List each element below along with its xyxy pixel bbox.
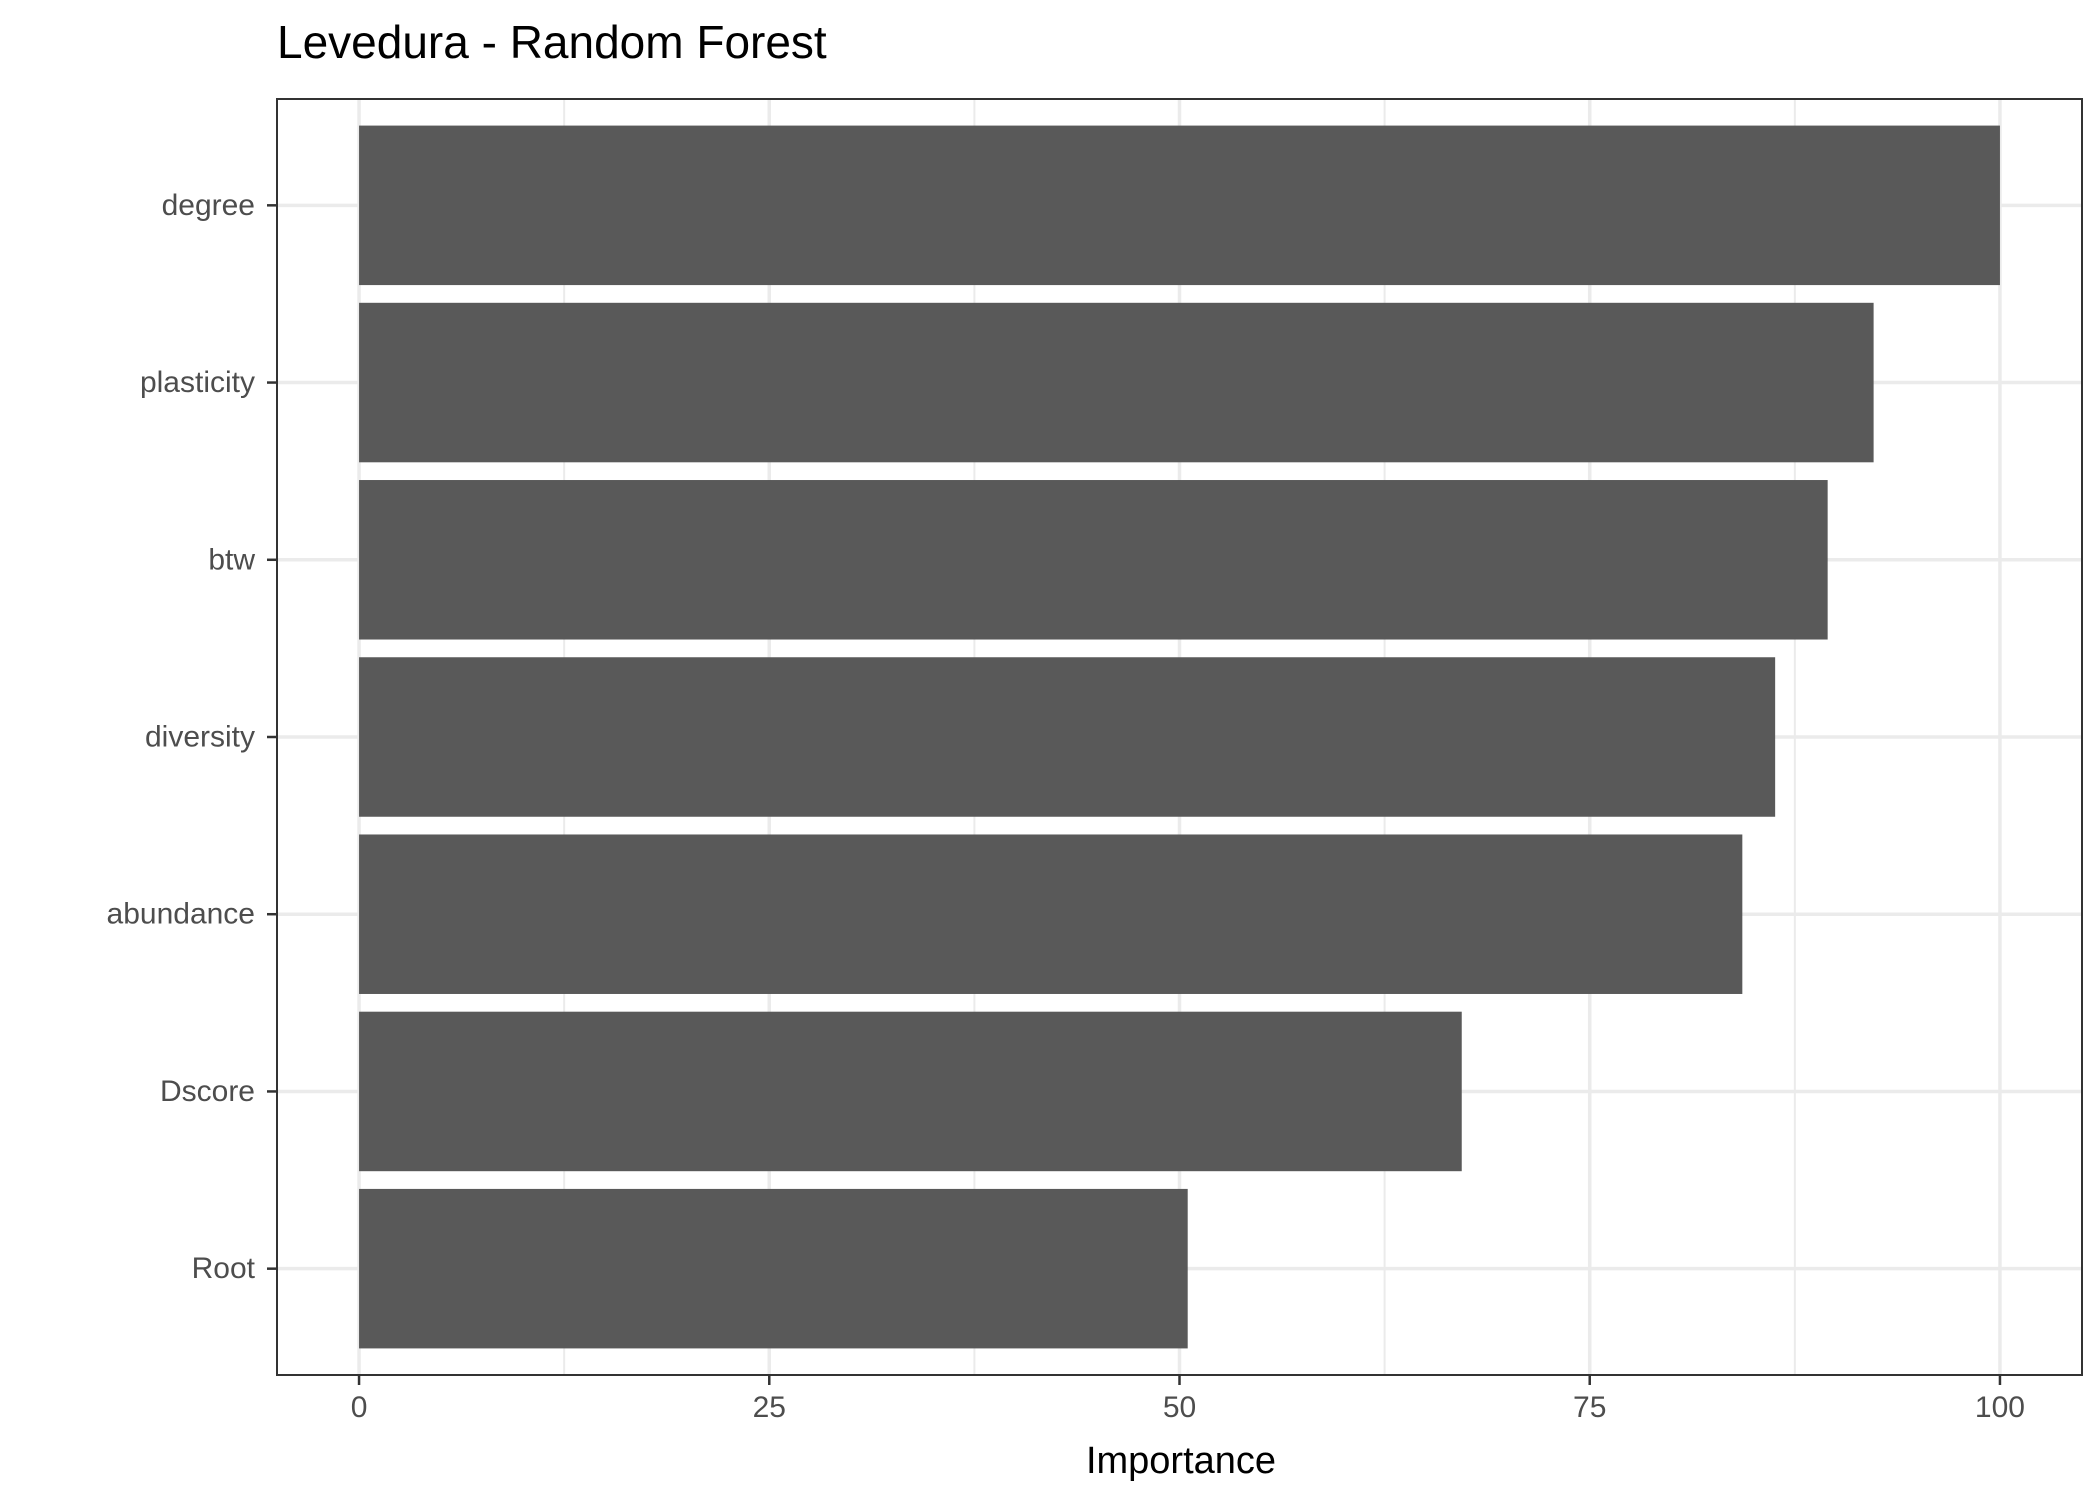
x-axis: 0 25 50 75 100 bbox=[351, 1375, 2025, 1424]
bar-Root bbox=[359, 1188, 1188, 1349]
bar-btw bbox=[359, 480, 1828, 640]
y-tick-label: plasticity bbox=[140, 366, 255, 399]
y-tick-label: btw bbox=[208, 543, 255, 576]
bar-abundance bbox=[359, 834, 1743, 994]
x-tick-label: 25 bbox=[753, 1391, 786, 1424]
chart-title: Levedura - Random Forest bbox=[277, 16, 827, 68]
bar-plasticity bbox=[359, 302, 1874, 463]
y-axis: degree plasticity btw diversity abundance Dsc… bbox=[107, 189, 277, 1285]
y-tick-label: diversity bbox=[145, 721, 255, 754]
x-tick-label: 50 bbox=[1163, 1391, 1196, 1424]
bar-Dscore bbox=[359, 1011, 1462, 1172]
x-tick-label: 0 bbox=[351, 1391, 368, 1424]
x-tick-label: 100 bbox=[1975, 1391, 2025, 1424]
bar-diversity bbox=[359, 657, 1776, 817]
y-tick-label: degree bbox=[162, 189, 255, 222]
y-tick-label: Root bbox=[192, 1252, 256, 1285]
y-tick-label: abundance bbox=[107, 898, 255, 931]
bars bbox=[359, 125, 2000, 1349]
y-tick-label: Dscore bbox=[160, 1075, 255, 1108]
bar-degree bbox=[359, 125, 2000, 286]
x-tick-label: 75 bbox=[1573, 1391, 1606, 1424]
x-axis-title: Importance bbox=[1086, 1440, 1276, 1482]
